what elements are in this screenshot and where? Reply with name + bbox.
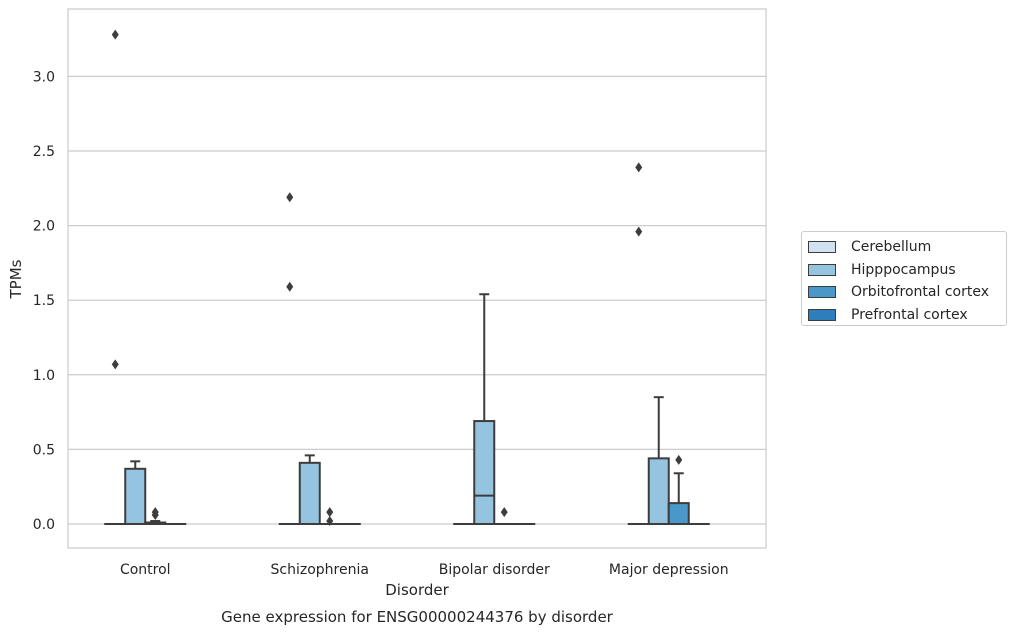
box-orbitofrontal-cortex	[493, 507, 516, 526]
box-orbitofrontal-cortex	[144, 507, 167, 525]
chart-caption: Gene expression for ENSG00000244376 by d…	[221, 608, 614, 626]
legend-label: Hipppocampus	[851, 261, 956, 278]
box-body	[647, 457, 670, 525]
legend-label: Cerebellum	[851, 239, 932, 256]
outlier-point	[326, 516, 334, 527]
outlier-point	[151, 507, 159, 518]
y-tick-label: 1.0	[33, 368, 55, 384]
plot-frame	[67, 8, 767, 549]
legend-item: Hipppocampus	[808, 259, 1000, 282]
legend-swatch	[808, 286, 836, 299]
y-tick-label: 2.0	[33, 219, 55, 235]
outlier-point	[675, 454, 683, 465]
box-orbitofrontal-cortex	[318, 507, 341, 527]
box-orbitofrontal-cortex	[667, 454, 690, 525]
outlier-point	[635, 162, 643, 173]
x-tick-label: Schizophrenia	[271, 562, 369, 578]
box-body	[124, 467, 147, 525]
y-axis-label: TPMs	[7, 259, 25, 299]
boxes	[104, 29, 710, 527]
box-body	[473, 420, 496, 525]
legend-swatch	[808, 263, 836, 276]
y-tick-label: 0.5	[33, 442, 55, 458]
y-tick-label: 3.0	[33, 69, 55, 85]
legend-item: Prefrontal cortex	[808, 304, 1000, 327]
x-tick-label: Bipolar disorder	[439, 562, 550, 578]
box-body	[298, 461, 321, 526]
legend-swatch	[808, 308, 836, 321]
outlier-point	[286, 281, 294, 292]
outlier-point	[635, 226, 643, 237]
outlier-point	[326, 507, 334, 518]
outlier-point	[111, 359, 119, 370]
outlier-point	[286, 192, 294, 203]
x-tick-label: Control	[120, 562, 171, 578]
box-hipppocampus	[647, 396, 670, 525]
legend-swatch	[808, 241, 836, 254]
y-tick-label: 0.0	[33, 517, 55, 533]
legend-item: Cerebellum	[808, 236, 1000, 259]
x-tick-labels: Control Schizophrenia Bipolar disorder Majo…	[120, 562, 729, 578]
box-cerebellum	[627, 162, 650, 526]
legend: Cerebellum Hipppocampus Orbitofrontal cort…	[801, 231, 1007, 326]
outlier-point	[500, 507, 508, 518]
gridlines	[68, 75, 766, 525]
y-tick-label: 1.5	[33, 293, 55, 309]
box-hipppocampus	[298, 454, 321, 526]
legend-label: Orbitofrontal cortex	[851, 284, 989, 301]
x-tick-label: Major depression	[609, 562, 729, 578]
legend-item: Orbitofrontal cortex	[808, 281, 1000, 304]
box-hipppocampus	[124, 460, 147, 525]
x-axis-label: Disorder	[385, 581, 449, 599]
box-hipppocampus	[473, 293, 496, 525]
legend-label: Prefrontal cortex	[851, 306, 968, 323]
y-tick-labels: 0.0 0.5 1.0 1.5 2.0 2.5 3.0	[33, 69, 55, 533]
outlier-point	[111, 29, 119, 40]
box-body	[667, 502, 690, 525]
box-cerebellum	[278, 192, 301, 526]
y-tick-label: 2.5	[33, 144, 55, 160]
